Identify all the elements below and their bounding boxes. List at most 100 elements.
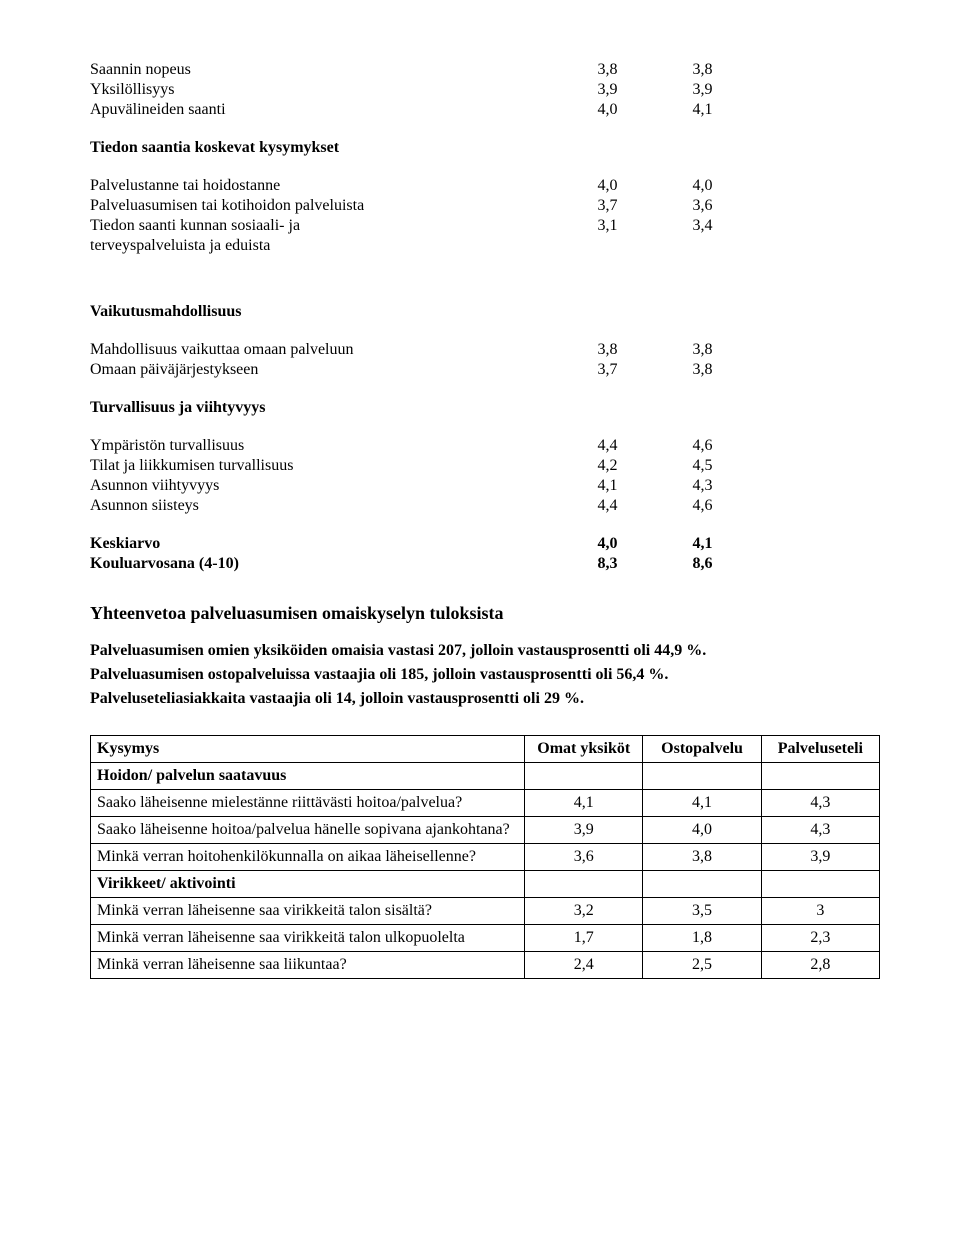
row-value-2: 3,6 [655,196,750,216]
row-value-1: 8,3 [560,554,655,574]
row-label: Yksilöllisyys [90,80,560,100]
row-label: Mahdollisuus vaikuttaa omaan palveluun [90,340,560,360]
table-header-voucher: Palveluseteli [761,735,879,762]
row-value-2: 4,0 [655,176,750,196]
row-value-1: 3,7 [560,360,655,380]
row-value-1: 3,8 [560,340,655,360]
row-value-2: 4,1 [655,100,750,120]
row-value-2: 4,5 [655,456,750,476]
row-label: terveyspalveluista ja eduista [90,236,560,256]
row-value-1: 4,4 [560,436,655,456]
row-value-2: 3,8 [655,340,750,360]
data-row: Asunnon siisteys4,44,6 [90,496,890,516]
row-value-2: 3,9 [655,80,750,100]
table-cell-empty [525,762,643,789]
data-row: Yksilöllisyys3,93,9 [90,80,890,100]
table-row: Minkä verran hoitohenkilökunnalla on aik… [91,843,880,870]
table-value: 3,9 [761,843,879,870]
table-value: 3 [761,897,879,924]
table-question: Saako läheisenne hoitoa/palvelua hänelle… [91,816,525,843]
row-value-1 [560,236,655,256]
table-row: Minkä verran läheisenne saa virikkeitä t… [91,897,880,924]
table-cell-empty [525,870,643,897]
data-row: Tilat ja liikkumisen turvallisuus4,24,5 [90,456,890,476]
table-header-purchase: Ostopalvelu [643,735,761,762]
data-row: Asunnon viihtyvyys4,14,3 [90,476,890,496]
survey-table: Kysymys Omat yksiköt Ostopalvelu Palvelu… [90,735,880,979]
table-header-question: Kysymys [91,735,525,762]
summary-heading: Yhteenvetoa palveluasumisen omaiskyselyn… [90,602,890,625]
section-title: Tiedon saantia koskevat kysymykset [90,138,890,158]
row-label: Asunnon siisteys [90,496,560,516]
table-value: 3,6 [525,843,643,870]
row-label: Kouluarvosana (4-10) [90,554,560,574]
data-row: Kouluarvosana (4-10)8,38,6 [90,554,890,574]
table-row: Minkä verran läheisenne saa virikkeitä t… [91,924,880,951]
table-question: Minkä verran läheisenne saa liikuntaa? [91,951,525,978]
data-row: Omaan päiväjärjestykseen3,73,8 [90,360,890,380]
table-question: Minkä verran hoitohenkilökunnalla on aik… [91,843,525,870]
row-value-1: 4,0 [560,176,655,196]
section-title: Turvallisuus ja viihtyvyys [90,398,890,418]
table-row: Saako läheisenne hoitoa/palvelua hänelle… [91,816,880,843]
table-value: 3,9 [525,816,643,843]
block-info-questions: Tiedon saantia koskevat kysymykset Palve… [90,138,890,256]
table-cell-empty [761,870,879,897]
data-row: Keskiarvo4,04,1 [90,534,890,554]
row-value-1: 4,0 [560,534,655,554]
summary-para-1: Palveluasumisen omien yksiköiden omaisia… [90,641,890,661]
table-value: 3,5 [643,897,761,924]
row-value-1: 3,9 [560,80,655,100]
table-question: Minkä verran läheisenne saa virikkeitä t… [91,924,525,951]
table-value: 2,8 [761,951,879,978]
row-value-1: 3,1 [560,216,655,236]
data-row: terveyspalveluista ja eduista [90,236,890,256]
row-value-1: 3,7 [560,196,655,216]
table-section-label: Hoidon/ palvelun saatavuus [91,762,525,789]
row-value-1: 4,2 [560,456,655,476]
table-row: Saako läheisenne mielestänne riittävästi… [91,789,880,816]
row-value-1: 4,4 [560,496,655,516]
table-value: 1,7 [525,924,643,951]
row-label: Ympäristön turvallisuus [90,436,560,456]
table-header-own: Omat yksiköt [525,735,643,762]
summary-para-3: Palveluseteliasiakkaita vastaajia oli 14… [90,689,890,709]
table-value: 4,1 [525,789,643,816]
table-row: Hoidon/ palvelun saatavuus [91,762,880,789]
table-value: 2,3 [761,924,879,951]
summary-para-2: Palveluasumisen ostopalveluissa vastaaji… [90,665,890,685]
row-value-2 [655,236,750,256]
table-value: 4,3 [761,816,879,843]
table-value: 1,8 [643,924,761,951]
data-row: Palvelustanne tai hoidostanne4,04,0 [90,176,890,196]
table-cell-empty [761,762,879,789]
table-row: Minkä verran läheisenne saa liikuntaa?2,… [91,951,880,978]
table-value: 4,3 [761,789,879,816]
row-label: Omaan päiväjärjestykseen [90,360,560,380]
row-label: Asunnon viihtyvyys [90,476,560,496]
table-value: 4,0 [643,816,761,843]
table-question: Minkä verran läheisenne saa virikkeitä t… [91,897,525,924]
row-value-2: 4,6 [655,436,750,456]
table-value: 3,2 [525,897,643,924]
row-value-2: 4,3 [655,476,750,496]
data-row: Apuvälineiden saanti4,04,1 [90,100,890,120]
row-value-2: 4,1 [655,534,750,554]
table-cell-empty [643,870,761,897]
row-label: Tiedon saanti kunnan sosiaali- ja [90,216,560,236]
row-label: Saannin nopeus [90,60,560,80]
table-value: 2,4 [525,951,643,978]
row-label: Palveluasumisen tai kotihoidon palveluis… [90,196,560,216]
row-value-1: 4,0 [560,100,655,120]
data-row: Saannin nopeus3,83,8 [90,60,890,80]
row-value-1: 3,8 [560,60,655,80]
table-row: Virikkeet/ aktivointi [91,870,880,897]
row-label: Keskiarvo [90,534,560,554]
block-averages: Keskiarvo4,04,1Kouluarvosana (4-10)8,38,… [90,534,890,574]
table-section-label: Virikkeet/ aktivointi [91,870,525,897]
row-value-2: 4,6 [655,496,750,516]
row-label: Tilat ja liikkumisen turvallisuus [90,456,560,476]
block-influence: Vaikutusmahdollisuus Mahdollisuus vaikut… [90,302,890,380]
table-value: 3,8 [643,843,761,870]
data-row: Tiedon saanti kunnan sosiaali- ja3,13,4 [90,216,890,236]
